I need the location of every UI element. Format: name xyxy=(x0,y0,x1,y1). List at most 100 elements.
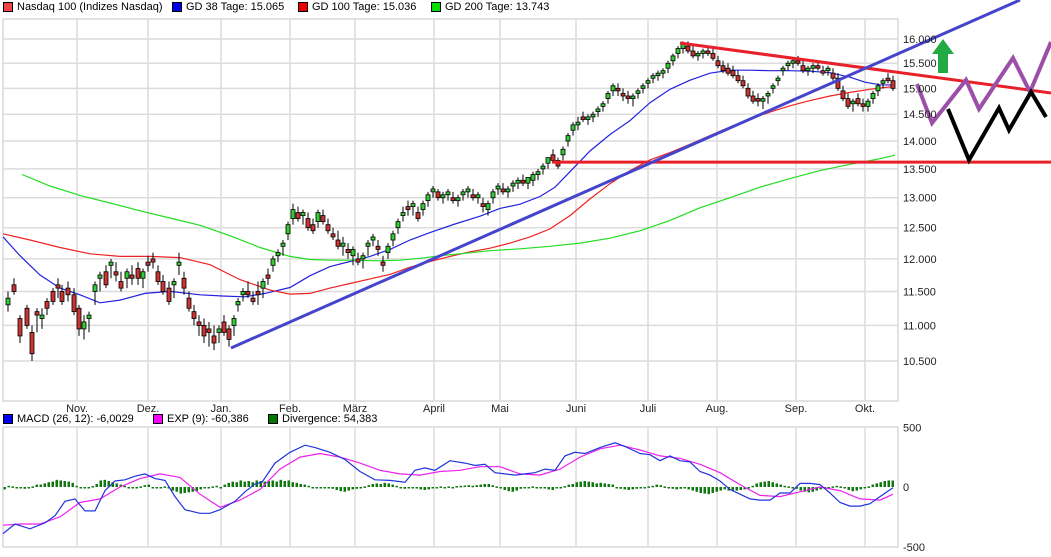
candle-body xyxy=(525,177,531,184)
divergence-bar xyxy=(571,484,574,487)
candle-body xyxy=(600,103,606,107)
divergence-bar xyxy=(463,485,466,488)
divergence-bar xyxy=(795,487,798,489)
divergence-bar xyxy=(831,486,834,488)
divergence-bar xyxy=(15,487,18,489)
candle-body xyxy=(44,301,50,309)
macd-y-axis: 500 0 -500 xyxy=(903,422,925,554)
candle-body xyxy=(211,335,217,344)
divergence-bar xyxy=(407,487,410,489)
divergence-bar xyxy=(231,481,234,487)
candle-body xyxy=(765,93,771,97)
macd-lines xyxy=(2,442,894,535)
divergence-bar xyxy=(731,487,734,492)
divergence-bar xyxy=(607,484,610,487)
divergence-bar xyxy=(35,484,38,487)
legend-swatch xyxy=(298,2,308,12)
divergence-bar xyxy=(743,487,746,490)
divergence-bar xyxy=(251,482,254,487)
y-tick-label: 13.000 xyxy=(903,193,937,205)
macd-series-line xyxy=(2,442,894,535)
divergence-bar xyxy=(883,481,886,487)
divergence-bar xyxy=(391,484,394,487)
candle-body xyxy=(875,85,881,92)
candle-body xyxy=(81,321,87,330)
divergence-bar xyxy=(155,487,158,489)
candle-body xyxy=(445,191,451,196)
divergence-bar xyxy=(611,484,614,487)
candle-body xyxy=(655,72,661,77)
candle-body xyxy=(780,67,786,72)
candle-body xyxy=(730,70,736,77)
divergence-bar xyxy=(39,484,42,487)
divergence-bar xyxy=(479,484,482,487)
divergence-bar xyxy=(599,482,602,487)
divergence-bar xyxy=(887,480,890,487)
divergence-bar xyxy=(439,486,442,488)
divergence-bar xyxy=(11,486,14,488)
divergence-bar xyxy=(27,487,30,489)
divergence-bar xyxy=(135,487,138,489)
divergence-bar xyxy=(71,482,74,487)
divergence-bar xyxy=(107,481,110,487)
candle-body xyxy=(290,209,296,219)
divergence-bar xyxy=(447,486,450,488)
candle-body xyxy=(535,171,541,175)
divergence-bar xyxy=(267,481,270,487)
x-tick-label: Jan. xyxy=(211,403,232,415)
candle-body xyxy=(280,242,286,247)
divergence-bar xyxy=(227,482,230,487)
divergence-bar xyxy=(687,487,690,490)
divergence-bar xyxy=(331,487,334,489)
divergence-bar xyxy=(527,487,530,489)
candle-body xyxy=(790,60,796,64)
divergence-bar xyxy=(739,487,742,490)
divergence-bar xyxy=(475,485,478,487)
divergence-bar xyxy=(59,480,62,487)
candle-body xyxy=(580,116,586,120)
divergence-bar xyxy=(203,487,206,489)
legend-label: Divergence: 54,383 xyxy=(282,413,378,425)
divergence-bar xyxy=(751,485,754,488)
candle-body xyxy=(840,90,846,99)
moving-average-line xyxy=(2,69,894,304)
divergence-bar xyxy=(175,487,178,492)
candle-body xyxy=(5,297,11,306)
divergence-bar xyxy=(615,487,618,489)
y-tick-label: 10.500 xyxy=(903,356,937,368)
divergence-bar xyxy=(819,487,822,490)
candle-body xyxy=(216,328,222,333)
candle-body xyxy=(660,70,666,74)
divergence-bar xyxy=(683,487,686,489)
candle-body xyxy=(665,62,671,69)
divergence-bar xyxy=(759,482,762,487)
candle-body xyxy=(700,50,706,54)
divergence-bar xyxy=(387,483,390,487)
candle-body xyxy=(815,65,821,69)
arrow-up-icon xyxy=(932,39,954,73)
divergence-bar xyxy=(351,487,354,490)
candle-body xyxy=(565,135,571,142)
candle-body xyxy=(450,197,456,202)
candle-body xyxy=(86,314,92,319)
candle-body xyxy=(420,203,426,210)
divergence-bar xyxy=(283,481,286,487)
divergence-bar xyxy=(239,480,242,487)
candle-body xyxy=(475,194,481,199)
divergence-bar xyxy=(435,487,438,489)
candle-body xyxy=(221,321,227,333)
candle-body xyxy=(55,284,61,289)
candle-body xyxy=(745,87,751,97)
divergence-bar xyxy=(287,480,290,487)
candle-body xyxy=(335,239,341,247)
divergence-bar xyxy=(603,483,606,487)
divergence-bar xyxy=(639,487,642,489)
divergence-bar xyxy=(755,483,758,487)
divergence-bar xyxy=(139,486,142,488)
divergence-bar xyxy=(235,482,238,487)
candle-body xyxy=(103,271,109,286)
candle-body xyxy=(785,62,791,67)
candle-body xyxy=(740,80,746,87)
y-tick-label: 0 xyxy=(903,482,909,494)
divergence-bar xyxy=(55,479,58,487)
